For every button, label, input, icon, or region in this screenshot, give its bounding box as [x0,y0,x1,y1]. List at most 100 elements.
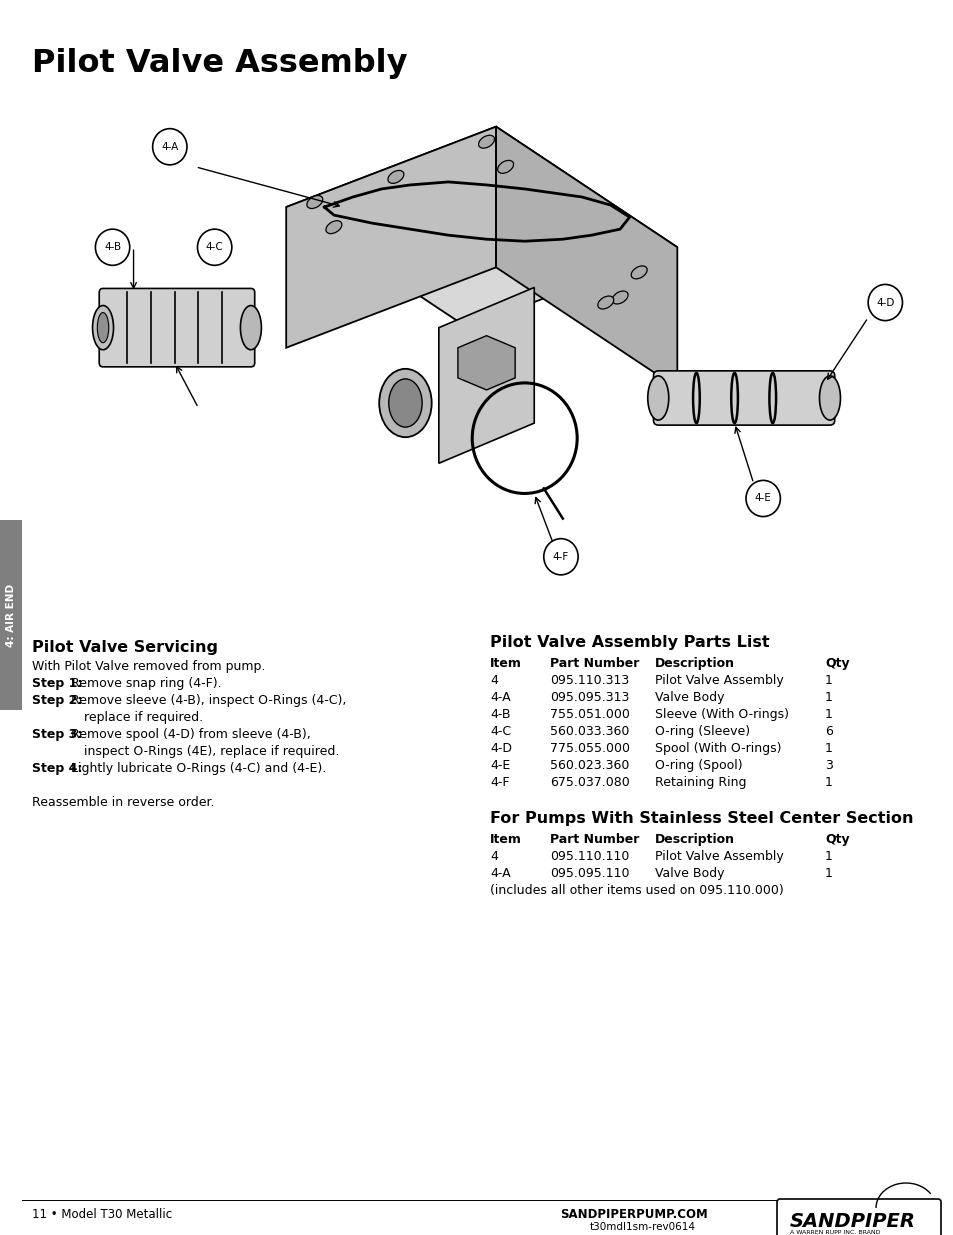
Text: 4: 4 [490,674,497,687]
Text: 4-C: 4-C [206,242,223,252]
Text: 4-E: 4-E [490,760,510,772]
Text: 4-E: 4-E [754,494,771,504]
Text: 1: 1 [824,708,832,721]
Text: 560.033.360: 560.033.360 [550,725,629,739]
Text: SANDPIPERPUMP.COM: SANDPIPERPUMP.COM [559,1208,707,1221]
Circle shape [152,128,187,164]
Text: 1: 1 [824,692,832,704]
Text: Step 3:: Step 3: [32,727,82,741]
Text: With Pilot Valve removed from pump.: With Pilot Valve removed from pump. [32,659,265,673]
Text: Part Number: Part Number [550,657,639,671]
Polygon shape [0,520,22,710]
Text: 675.037.080: 675.037.080 [550,776,629,789]
Text: 1: 1 [824,742,832,755]
Ellipse shape [307,195,322,209]
Text: 095.095.313: 095.095.313 [550,692,629,704]
Circle shape [543,538,578,574]
Ellipse shape [598,296,613,309]
Text: 4-A: 4-A [490,692,510,704]
Text: Step 4:: Step 4: [32,762,82,776]
Ellipse shape [612,291,627,304]
Text: A WARREN RUPP INC. BRAND: A WARREN RUPP INC. BRAND [789,1230,880,1235]
Text: inspect O-Rings (4E), replace if required.: inspect O-Rings (4E), replace if require… [84,745,339,758]
Text: (includes all other items used on 095.110.000): (includes all other items used on 095.11… [490,884,783,897]
Text: 4-D: 4-D [490,742,512,755]
Ellipse shape [92,305,113,350]
Polygon shape [457,336,515,390]
Text: Remove spool (4-D) from sleeve (4-B),: Remove spool (4-D) from sleeve (4-B), [68,727,311,741]
Text: SANDPIPER: SANDPIPER [789,1212,915,1231]
Ellipse shape [240,305,261,350]
Text: 755.051.000: 755.051.000 [550,708,629,721]
Text: Lightly lubricate O-Rings (4-C) and (4-E).: Lightly lubricate O-Rings (4-C) and (4-E… [68,762,326,776]
Ellipse shape [478,136,494,148]
Text: Description: Description [655,657,734,671]
Text: Item: Item [490,832,521,846]
Text: 1: 1 [824,850,832,863]
Text: 4-A: 4-A [161,142,178,152]
Polygon shape [286,127,496,348]
Text: 3: 3 [824,760,832,772]
Polygon shape [496,127,677,388]
Text: O-ring (Spool): O-ring (Spool) [655,760,741,772]
Text: 11 • Model T30 Metallic: 11 • Model T30 Metallic [32,1208,172,1221]
FancyBboxPatch shape [653,370,834,425]
Text: 1: 1 [824,674,832,687]
Text: Retaining Ring: Retaining Ring [655,776,745,789]
Text: Pilot Valve Assembly: Pilot Valve Assembly [655,674,783,687]
Text: Pilot Valve Servicing: Pilot Valve Servicing [32,640,218,655]
Text: 6: 6 [824,725,832,739]
Text: O-ring (Sleeve): O-ring (Sleeve) [655,725,749,739]
Text: 775.055.000: 775.055.000 [550,742,629,755]
Circle shape [745,480,780,516]
Text: Sleeve (With O-rings): Sleeve (With O-rings) [655,708,788,721]
Circle shape [197,230,232,266]
Text: Item: Item [490,657,521,671]
Ellipse shape [97,312,109,343]
Text: Reassemble in reverse order.: Reassemble in reverse order. [32,797,214,809]
Text: Valve Body: Valve Body [655,867,723,881]
Text: 4: AIR END: 4: AIR END [6,583,16,647]
Text: 095.095.110: 095.095.110 [550,867,629,881]
Text: 095.110.110: 095.110.110 [550,850,629,863]
Text: For Pumps With Stainless Steel Center Section: For Pumps With Stainless Steel Center Se… [490,811,913,826]
Text: Qty: Qty [824,657,849,671]
Text: Pilot Valve Assembly: Pilot Valve Assembly [32,48,407,79]
Text: 095.110.313: 095.110.313 [550,674,629,687]
Text: Step 2:: Step 2: [32,694,82,706]
Text: 4-F: 4-F [490,776,509,789]
Text: 4-B: 4-B [104,242,121,252]
Polygon shape [438,288,534,463]
Circle shape [867,284,902,321]
Ellipse shape [378,369,431,437]
Ellipse shape [647,375,668,420]
FancyBboxPatch shape [776,1199,940,1235]
Text: 4-F: 4-F [552,552,569,562]
Text: 4-C: 4-C [490,725,511,739]
Ellipse shape [819,375,840,420]
Text: Pilot Valve Assembly Parts List: Pilot Valve Assembly Parts List [490,635,769,650]
Text: Valve Body: Valve Body [655,692,723,704]
Text: 4-A: 4-A [490,867,510,881]
Text: 1: 1 [824,776,832,789]
Ellipse shape [497,161,513,173]
Ellipse shape [326,221,341,233]
Ellipse shape [388,379,421,427]
Circle shape [95,230,130,266]
Text: 4-B: 4-B [490,708,510,721]
Text: Pilot Valve Assembly: Pilot Valve Assembly [655,850,783,863]
Text: 1: 1 [824,867,832,881]
Text: Step 1:: Step 1: [32,677,82,690]
Text: Remove snap ring (4-F).: Remove snap ring (4-F). [68,677,222,690]
Text: replace if required.: replace if required. [84,711,203,724]
Text: Description: Description [655,832,734,846]
Text: 4: 4 [490,850,497,863]
Text: Remove sleeve (4-B), inspect O-Rings (4-C),: Remove sleeve (4-B), inspect O-Rings (4-… [68,694,346,706]
Text: Part Number: Part Number [550,832,639,846]
Text: t30mdl1sm-rev0614: t30mdl1sm-rev0614 [589,1221,696,1233]
Text: Qty: Qty [824,832,849,846]
FancyBboxPatch shape [99,289,254,367]
Polygon shape [286,127,677,327]
Text: 4-D: 4-D [875,298,894,308]
Ellipse shape [631,266,646,279]
